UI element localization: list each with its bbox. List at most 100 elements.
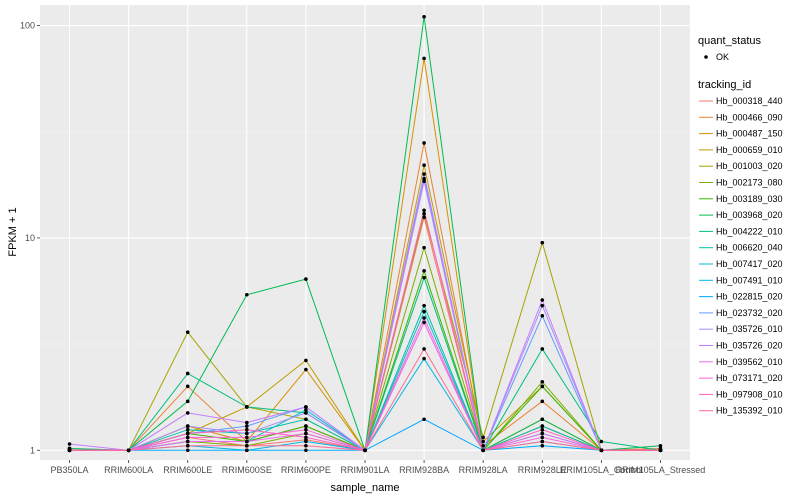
legend-label-Hb_000318_440: Hb_000318_440 [716, 96, 783, 106]
data-points [67, 14, 663, 453]
legend-label-Hb_003968_020: Hb_003968_020 [716, 210, 783, 220]
point-Hb_022815_020-RRIM928LE [540, 443, 545, 448]
point-Hb_022815_020-RRIM600SE [245, 448, 249, 453]
point-Hb_000659_010-RRIM928LA [481, 439, 485, 444]
x-tick-label-0: PB350LA [51, 465, 89, 475]
legend-label-Hb_006620_040: Hb_006620_040 [716, 243, 783, 253]
point-Hb_000466_090-RRIM928BA [422, 141, 426, 145]
legend-status-entries: OK [704, 52, 729, 62]
point-Hb_000487_150-RRIM600PE [304, 367, 308, 372]
point-Hb_006620_040-RRIM928BA [422, 303, 426, 308]
point-Hb_000659_010-RRIM928BA [422, 163, 426, 168]
point-Hb_004222_010-RRIM928LE [540, 347, 545, 351]
point-Hb_035726_010-RRIM600SE [245, 431, 249, 436]
y-tick-label-0: 1 [30, 445, 35, 455]
point-Hb_000659_010-RRIM600PE [304, 358, 308, 363]
point-Hb_007417_020-RRIM600PE [304, 408, 308, 412]
point-Hb_003968_020-RRIM600LE [185, 399, 190, 404]
point-Hb_035726_010-RRIM600LE [185, 424, 190, 428]
x-tick-label-4: RRIM600PE [281, 465, 331, 475]
point-Hb_135392_010-RRIM105LA_Control [599, 448, 604, 453]
point-Hb_006620_040-RRIM928LE [540, 424, 545, 428]
legend-label-Hb_002173_080: Hb_002173_080 [716, 178, 783, 188]
point-Hb_001003_020-RRIM928LE [540, 240, 545, 245]
point-Hb_023732_020-RRIM928LE [540, 313, 545, 318]
point-Hb_001003_020-RRIM928BA [422, 211, 426, 216]
point-Hb_006620_040-RRIM600PE [304, 417, 308, 422]
legend-label-Hb_001003_020: Hb_001003_020 [716, 161, 783, 171]
point-Hb_023732_020-RRIM600SE [245, 424, 249, 428]
point-Hb_003189_030-RRIM600PE [304, 424, 308, 428]
point-Hb_003968_020-RRIM600PE [304, 277, 308, 281]
point-Hb_039562_010-RRIM928BA [422, 316, 426, 320]
x-tick-label-8: RRIM928LE [518, 465, 567, 475]
point-Hb_006620_040-RRIM600LE [185, 427, 190, 432]
legend-label-Hb_022815_020: Hb_022815_020 [716, 292, 783, 302]
legend-label-Hb_000659_010: Hb_000659_010 [716, 145, 783, 155]
legend-label-Hb_003189_030: Hb_003189_030 [716, 194, 783, 204]
point-Hb_022815_020-RRIM600PE [304, 448, 308, 453]
point-Hb_135392_010-RRIM600SE [245, 443, 249, 448]
legend-title-tracking-id: tracking_id [698, 79, 751, 91]
point-Hb_035726_010-RRIM928LE [540, 303, 545, 308]
point-Hb_035726_020-RRIM928BA [422, 179, 426, 183]
point-Hb_001003_020-RRIM600LE [185, 330, 190, 334]
x-tick-label-3: RRIM600SE [222, 465, 272, 475]
point-Hb_073171_020-RRIM600PE [304, 427, 308, 432]
point-Hb_039562_010-RRIM600SE [245, 439, 249, 444]
legend-status-key-0 [704, 55, 708, 59]
x-tick-label-9: RRIM105LA_Control [560, 465, 643, 475]
legend-title-quant-status: quant_status [698, 35, 761, 47]
y-tick-label-1: 10 [25, 233, 35, 243]
point-Hb_097908_010-RRIM600LE [185, 431, 190, 436]
point-Hb_135392_010-RRIM600LA [126, 448, 131, 453]
point-Hb_039562_010-RRIM928LE [540, 431, 545, 436]
x-tick-label-2: RRIM600LE [163, 465, 212, 475]
point-Hb_035726_010-RRIM928BA [422, 172, 426, 176]
point-Hb_004222_010-RRIM105LA_Control [599, 439, 604, 444]
point-Hb_135392_010-RRIM600LE [185, 443, 190, 448]
legend-label-Hb_097908_010: Hb_097908_010 [716, 389, 783, 399]
point-Hb_073171_020-RRIM600LE [185, 435, 190, 440]
legend-status-label-0: OK [716, 52, 729, 62]
point-Hb_007491_010-RRIM600PE [304, 439, 308, 444]
point-Hb_004222_010-RRIM600LE [185, 371, 190, 376]
point-Hb_035726_020-RRIM600SE [245, 420, 249, 425]
legend-label-Hb_007417_020: Hb_007417_020 [716, 259, 783, 269]
point-Hb_097908_010-RRIM928BA [422, 208, 426, 213]
legend-label-Hb_004222_010: Hb_004222_010 [716, 226, 783, 236]
legend: quant_status OK tracking_id Hb_000318_44… [698, 35, 783, 416]
point-Hb_097908_010-RRIM928LE [540, 427, 545, 432]
x-tick-label-1: RRIM600LA [104, 465, 153, 475]
point-Hb_035726_020-PB350LA [67, 442, 72, 446]
point-Hb_000466_090-RRIM928LA [481, 443, 485, 448]
x-tick-label-6: RRIM928BA [399, 465, 449, 475]
tick-labels: 1 10 100 PB350LA RRIM600LA RRIM600LE RRIM600SE… [20, 21, 705, 475]
x-tick-label-10: RRIM105LA_Stressed [616, 465, 706, 475]
point-Hb_003189_030-RRIM928BA [422, 269, 426, 273]
y-axis-title: FPKM + 1 [7, 207, 19, 256]
point-Hb_035726_020-RRIM600LE [185, 411, 190, 415]
x-tick-label-7: RRIM928LA [459, 465, 508, 475]
point-Hb_135392_010-PB350LA [67, 448, 72, 453]
point-Hb_135392_010-RRIM928LE [540, 439, 545, 444]
legend-label-Hb_135392_010: Hb_135392_010 [716, 406, 783, 416]
legend-series-entries: Hb_000318_440 Hb_000466_090 Hb_000487_150 H… [699, 96, 783, 416]
point-Hb_135392_010-RRIM928BA [422, 347, 426, 351]
point-Hb_003189_030-RRIM928LE [540, 384, 545, 389]
point-Hb_000466_090-RRIM600LE [185, 384, 190, 389]
point-Hb_007491_010-RRIM928BA [422, 356, 426, 361]
point-Hb_022815_020-RRIM928BA [422, 417, 426, 422]
point-Hb_002173_080-RRIM928LE [540, 380, 545, 384]
legend-label-Hb_007491_010: Hb_007491_010 [716, 275, 783, 285]
point-Hb_003968_020-RRIM928BA [422, 14, 426, 19]
point-Hb_004222_010-RRIM600SE [245, 405, 249, 409]
point-Hb_039562_010-RRIM600LE [185, 439, 190, 444]
legend-label-Hb_035726_010: Hb_035726_010 [716, 324, 783, 334]
x-axis-title: sample_name [330, 482, 399, 494]
legend-label-Hb_000466_090: Hb_000466_090 [716, 112, 783, 122]
point-Hb_039562_010-RRIM600PE [304, 431, 308, 436]
point-Hb_135392_010-RRIM600PE [304, 443, 308, 448]
point-Hb_000318_440-RRIM928BA [422, 215, 426, 220]
